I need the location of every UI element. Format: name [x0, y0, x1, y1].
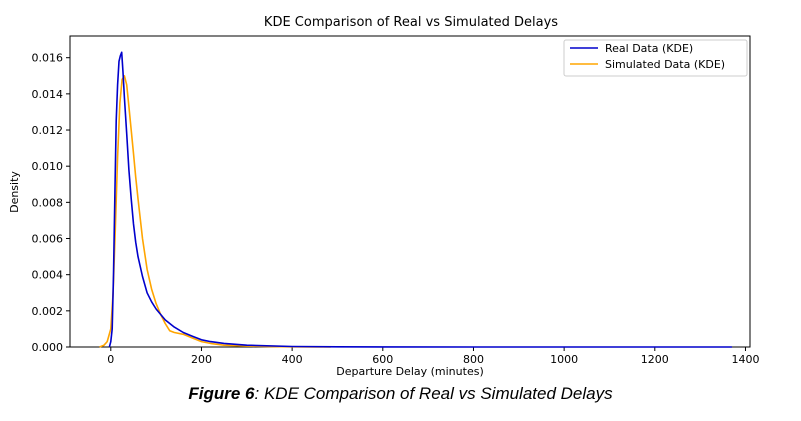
- x-tick-label: 400: [282, 353, 303, 366]
- y-tick-label: 0.002: [32, 305, 64, 318]
- x-tick-label: 200: [191, 353, 212, 366]
- series-line-simulated: [99, 75, 331, 348]
- y-axis-ticks: 0.000 0.002 0.004 0.006 0.008 0.010 0.012 0.014…: [32, 52, 70, 354]
- plot-area-frame: [69, 35, 751, 348]
- y-tick-label: 0.014: [32, 88, 64, 101]
- y-axis-label: Density: [8, 171, 21, 213]
- y-tick-label: 0.010: [32, 160, 64, 173]
- kde-chart: KDE Comparison of Real vs Simulated Dela…: [8, 15, 759, 378]
- series-lines: [99, 51, 732, 348]
- y-tick-label: 0.006: [32, 233, 64, 246]
- legend-label-simulated: Simulated Data (KDE): [605, 58, 725, 71]
- x-axis-label: Departure Delay (minutes): [336, 365, 483, 378]
- y-tick-label: 0.012: [32, 124, 64, 137]
- figure-caption-label: Figure 6: [188, 384, 255, 403]
- series-line-real: [108, 51, 732, 348]
- x-tick-label: 0: [107, 353, 114, 366]
- y-tick-label: 0.004: [32, 269, 64, 282]
- x-tick-label: 1400: [731, 353, 759, 366]
- x-tick-label: 800: [463, 353, 484, 366]
- x-tick-label: 1200: [641, 353, 669, 366]
- legend-label-real: Real Data (KDE): [605, 42, 693, 55]
- legend: Real Data (KDE) Simulated Data (KDE): [563, 39, 748, 77]
- y-tick-label: 0.000: [32, 341, 64, 354]
- figure-caption: Figure 6: KDE Comparison of Real vs Simu…: [0, 384, 801, 404]
- x-axis-ticks: 0 200 400 600 800 1000 1200 1400: [107, 347, 759, 366]
- x-tick-label: 600: [372, 353, 393, 366]
- y-tick-label: 0.016: [32, 52, 64, 65]
- chart-title: KDE Comparison of Real vs Simulated Dela…: [264, 15, 558, 30]
- legend-box: [563, 39, 748, 77]
- figure-caption-text: : KDE Comparison of Real vs Simulated De…: [254, 384, 613, 403]
- y-tick-label: 0.008: [32, 196, 64, 209]
- x-tick-label: 1000: [550, 353, 578, 366]
